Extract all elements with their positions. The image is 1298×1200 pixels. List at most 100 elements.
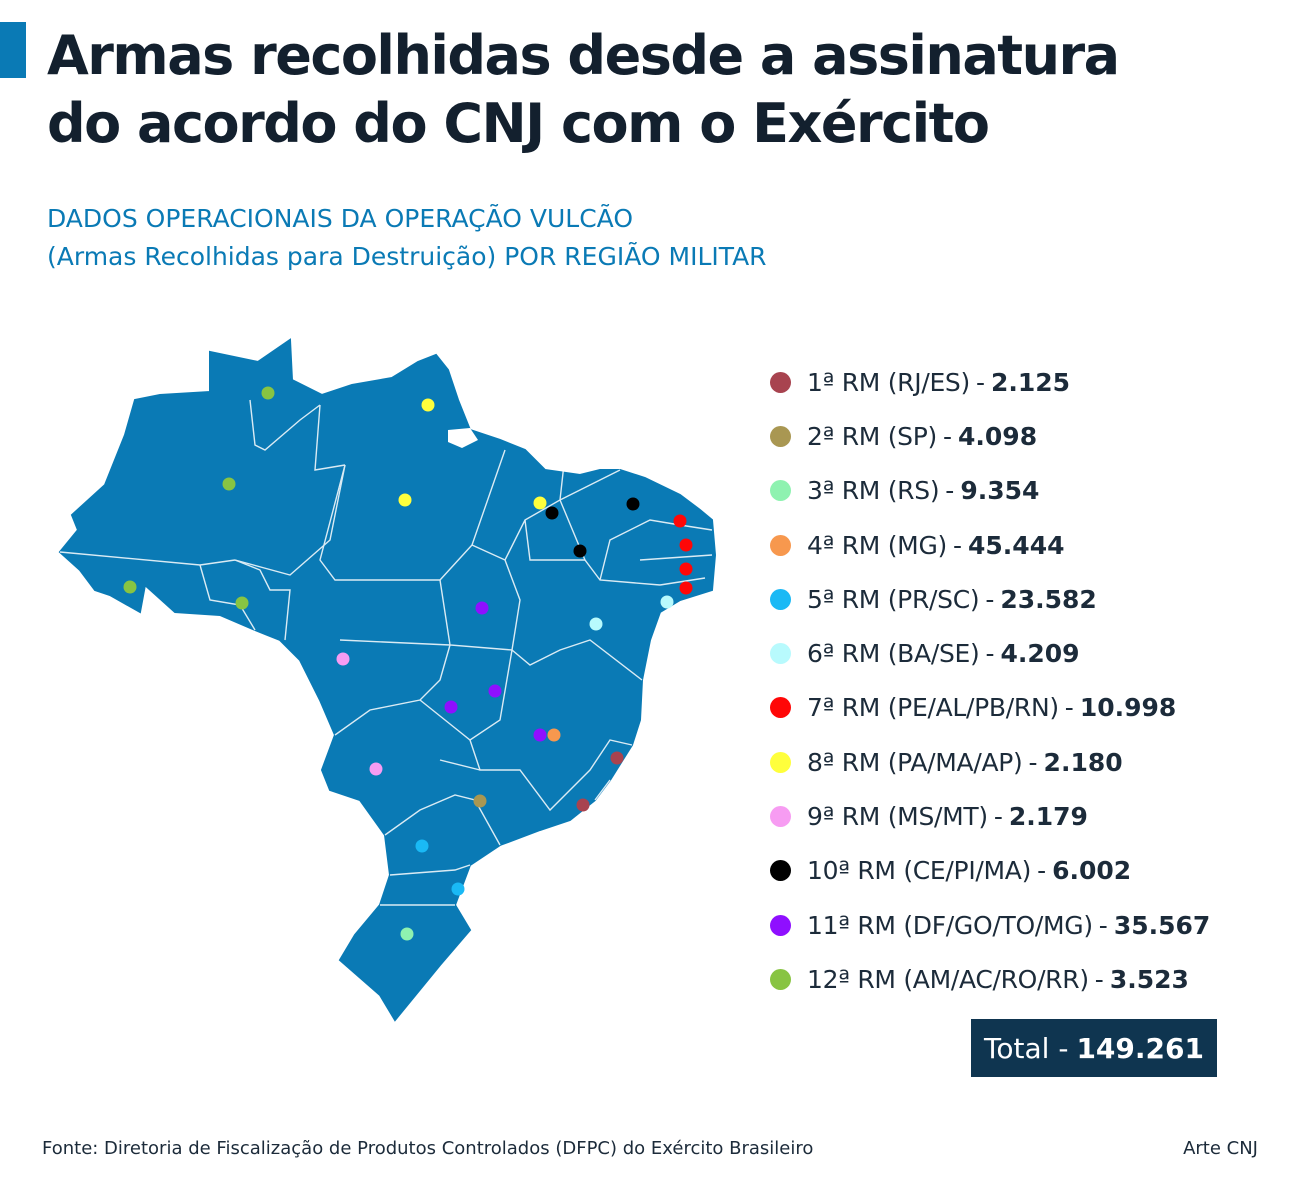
legend-dot [770, 480, 791, 502]
title-line-2: do acordo do CNJ com o Exército [47, 92, 990, 155]
region-dots [123, 386, 693, 941]
region-marker [421, 398, 435, 412]
region-marker [444, 700, 458, 714]
legend-dot [770, 697, 791, 719]
region-marker [398, 493, 412, 507]
legend-label: 1ª RM (RJ/ES) [807, 367, 970, 397]
legend-value: 23.582 [1000, 584, 1097, 614]
region-marker [488, 684, 502, 698]
total-box: Total - 149.261 [971, 1019, 1217, 1077]
legend-separator: - [1028, 747, 1038, 777]
region-marker [533, 496, 547, 510]
source-note: Fonte: Diretoria de Fiscalização de Prod… [42, 1138, 814, 1159]
legend-separator: - [1064, 693, 1074, 723]
region-marker [451, 882, 465, 896]
legend-label: 5ª RM (PR/SC) [807, 584, 980, 614]
legend-dot [770, 643, 791, 665]
legend-label: 10ª RM (CE/PI/MA) [807, 856, 1032, 886]
legend-separator: - [975, 367, 985, 397]
legend-dot [770, 588, 791, 610]
legend-dot [770, 968, 791, 990]
subtitle-line-1: DADOS OPERACIONAIS DA OPERAÇÃO VULCÃO [47, 204, 634, 233]
region-marker [573, 544, 587, 558]
region-marker [679, 581, 693, 595]
marajo-island [448, 428, 478, 448]
legend-label: 2ª RM (SP) [807, 421, 937, 451]
legend-separator: - [952, 530, 963, 560]
legend-item: 11ª RM (DF/GO/TO/MG) -35.567 [770, 898, 1290, 952]
brazil-outline [58, 338, 717, 1022]
legend-separator: - [985, 584, 995, 614]
region-marker [545, 506, 559, 520]
legend-separator: - [985, 639, 995, 669]
subtitle: DADOS OPERACIONAIS DA OPERAÇÃO VULCÃO (A… [47, 200, 947, 276]
legend-label: 8ª RM (PA/MA/AP) [807, 747, 1023, 777]
legend-separator: - [1037, 856, 1047, 886]
brazil-map [58, 338, 717, 1022]
legend-separator: - [1098, 910, 1108, 940]
region-marker [369, 762, 383, 776]
page-title: Armas recolhidas desde a assinatura do a… [47, 22, 1197, 158]
legend-item: 12ª RM (AM/AC/RO/RR) -3.523 [770, 952, 1290, 1006]
region-marker [673, 514, 687, 528]
legend-item: 7ª RM (PE/AL/PB/RN) -10.998 [770, 681, 1290, 735]
legend-item: 1ª RM (RJ/ES) -2.125 [770, 355, 1290, 409]
legend-label: 11ª RM (DF/GO/TO/MG) [807, 910, 1093, 940]
legend-value: 3.523 [1109, 964, 1189, 994]
region-marker [415, 839, 429, 853]
legend-value: 45.444 [968, 530, 1065, 560]
legend-separator: - [993, 802, 1003, 832]
legend-separator: - [945, 476, 955, 506]
region-marker [123, 580, 137, 594]
legend: 1ª RM (RJ/ES) -2.125 2ª RM (SP) -4.098 3ª RM… [770, 355, 1290, 1007]
legend-value: 2.125 [991, 367, 1071, 397]
region-marker [336, 652, 350, 666]
legend-value: 2.180 [1043, 747, 1123, 777]
legend-item: 8ª RM (PA/MA/AP) -2.180 [770, 735, 1290, 789]
legend-item: 5ª RM (PR/SC) -23.582 [770, 572, 1290, 626]
legend-value: 2.179 [1008, 802, 1088, 832]
region-marker [679, 562, 693, 576]
region-marker [473, 794, 487, 808]
legend-item: 2ª RM (SP) -4.098 [770, 409, 1290, 463]
title-accent-bar [0, 22, 26, 78]
region-marker [626, 497, 640, 511]
region-marker [547, 728, 561, 742]
legend-dot [770, 914, 791, 936]
region-marker [222, 477, 236, 491]
legend-dot [770, 806, 791, 828]
region-marker [261, 386, 275, 400]
legend-value: 6.002 [1052, 856, 1132, 886]
legend-value: 4.098 [958, 421, 1038, 451]
legend-label: 4ª RM (MG) [807, 530, 947, 560]
legend-label: 12ª RM (AM/AC/RO/RR) [807, 964, 1089, 994]
legend-label: 9ª RM (MS/MT) [807, 802, 988, 832]
total-label: Total - [984, 1031, 1069, 1065]
legend-item: 10ª RM (CE/PI/MA) -6.002 [770, 844, 1290, 898]
region-marker [679, 538, 693, 552]
legend-label: 7ª RM (PE/AL/PB/RN) [807, 693, 1059, 723]
legend-value: 10.998 [1079, 693, 1177, 723]
legend-label: 6ª RM (BA/SE) [807, 639, 980, 669]
legend-dot [770, 371, 791, 393]
legend-dot [770, 860, 791, 882]
legend-value: 4.209 [1000, 639, 1080, 669]
region-marker [533, 728, 547, 742]
region-marker [576, 798, 590, 812]
legend-item: 6ª RM (BA/SE) -4.209 [770, 626, 1290, 680]
legend-item: 9ª RM (MS/MT) -2.179 [770, 789, 1290, 843]
legend-dot [770, 425, 791, 447]
region-marker [660, 595, 674, 609]
legend-dot [770, 751, 791, 773]
legend-value: 9.354 [960, 476, 1040, 506]
legend-label: 3ª RM (RS) [807, 476, 940, 506]
state-borders [59, 399, 713, 906]
region-marker [235, 596, 249, 610]
subtitle-line-2: (Armas Recolhidas para Destruição) POR R… [47, 242, 767, 271]
legend-dot [770, 534, 791, 556]
region-marker [400, 927, 414, 941]
legend-separator: - [1094, 964, 1104, 994]
total-value: 149.261 [1076, 1031, 1204, 1065]
region-marker [610, 751, 624, 765]
region-marker [589, 617, 603, 631]
